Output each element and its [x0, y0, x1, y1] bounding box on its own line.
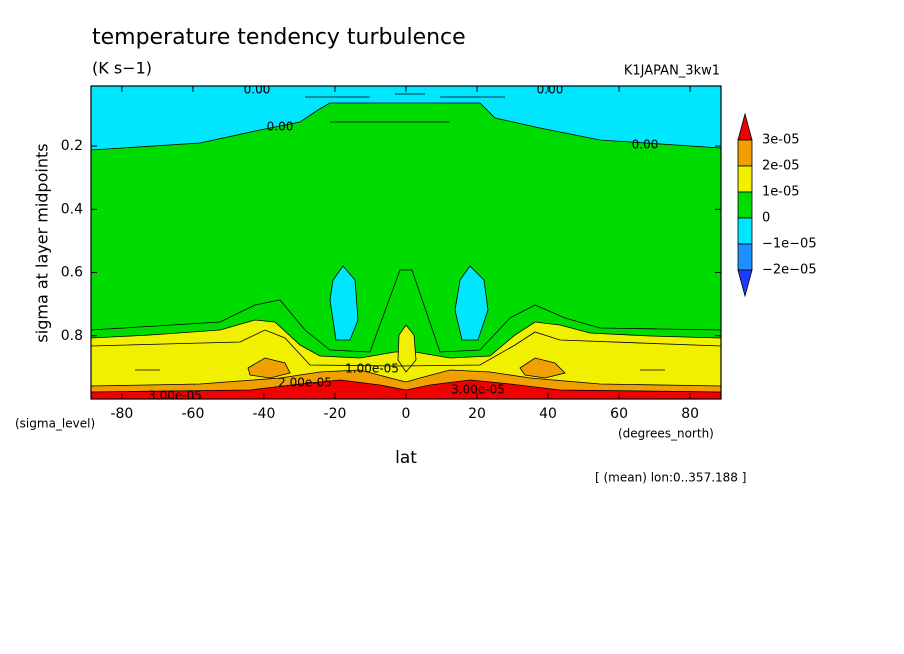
contour-label: 1.00e-05	[345, 362, 399, 376]
contour-label: 3.00e-05	[451, 383, 505, 397]
x-tick-label: 60	[610, 406, 628, 422]
x-axis-label: lat	[395, 448, 417, 468]
colorbar-swatch	[737, 217, 753, 245]
colorbar-swatch	[737, 165, 753, 193]
colorbar-label: 1e-05	[762, 185, 800, 200]
y-axis-label: sigma at layer midpoints	[33, 143, 52, 342]
colorbar-label: −1e−05	[762, 237, 817, 252]
y-unit: (sigma_level)	[15, 417, 95, 431]
run-label: K1JAPAN_3kw1	[624, 64, 720, 79]
contour-line	[91, 269, 721, 353]
colorbar-swatch	[737, 243, 753, 271]
x-tick-label: 20	[468, 406, 486, 422]
y-tick-label: 0.6	[61, 265, 83, 281]
contour-region	[519, 357, 566, 379]
x-tick-label: -40	[253, 406, 276, 422]
note: [ (mean) lon:0..357.188 ]	[595, 471, 746, 485]
contour-label: 0.00	[632, 138, 659, 152]
colorbar-cap	[737, 112, 753, 141]
colorbar-cap	[737, 269, 753, 298]
y-tick-label: 0.4	[61, 201, 83, 217]
contour-line	[91, 329, 721, 367]
chart-title: temperature tendency turbulence	[92, 25, 466, 50]
contour-field: 0.00 0.00 0.00 0.00 2.00e-05 1.00e-05 3.00e-05…	[91, 83, 721, 403]
contour-region	[247, 357, 291, 379]
x-tick-label: 40	[539, 406, 557, 422]
colorbar-swatch	[737, 139, 753, 167]
x-tick-label: -80	[110, 406, 133, 422]
contour-region	[91, 379, 721, 399]
colorbar-label: −2e−05	[762, 263, 817, 278]
contour-label: 0.00	[244, 83, 271, 97]
colorbar-swatch	[737, 191, 753, 219]
y-tick-label: 0.8	[61, 328, 83, 344]
colorbar-label: 0	[762, 211, 770, 226]
x-unit: (degrees_north)	[618, 427, 714, 441]
contour-region	[454, 265, 489, 341]
colorbar-label: 3e-05	[762, 133, 800, 148]
x-tick-label: 0	[402, 406, 411, 422]
x-tick-label: 80	[681, 406, 699, 422]
x-tick-label: -60	[181, 406, 204, 422]
colorbar-label: 2e-05	[762, 159, 800, 174]
x-tick-label: -20	[324, 406, 347, 422]
contour-region	[329, 265, 359, 341]
contour-label: 0.00	[537, 83, 564, 97]
contour-region	[397, 324, 417, 373]
chart-subtitle: (K s−1)	[92, 59, 152, 78]
contour-label: 2.00e-05	[278, 376, 332, 390]
y-tick-label: 0.2	[61, 138, 83, 154]
contour-label: 3.00e-05	[148, 389, 202, 403]
contour-label: 0.00	[267, 120, 294, 134]
